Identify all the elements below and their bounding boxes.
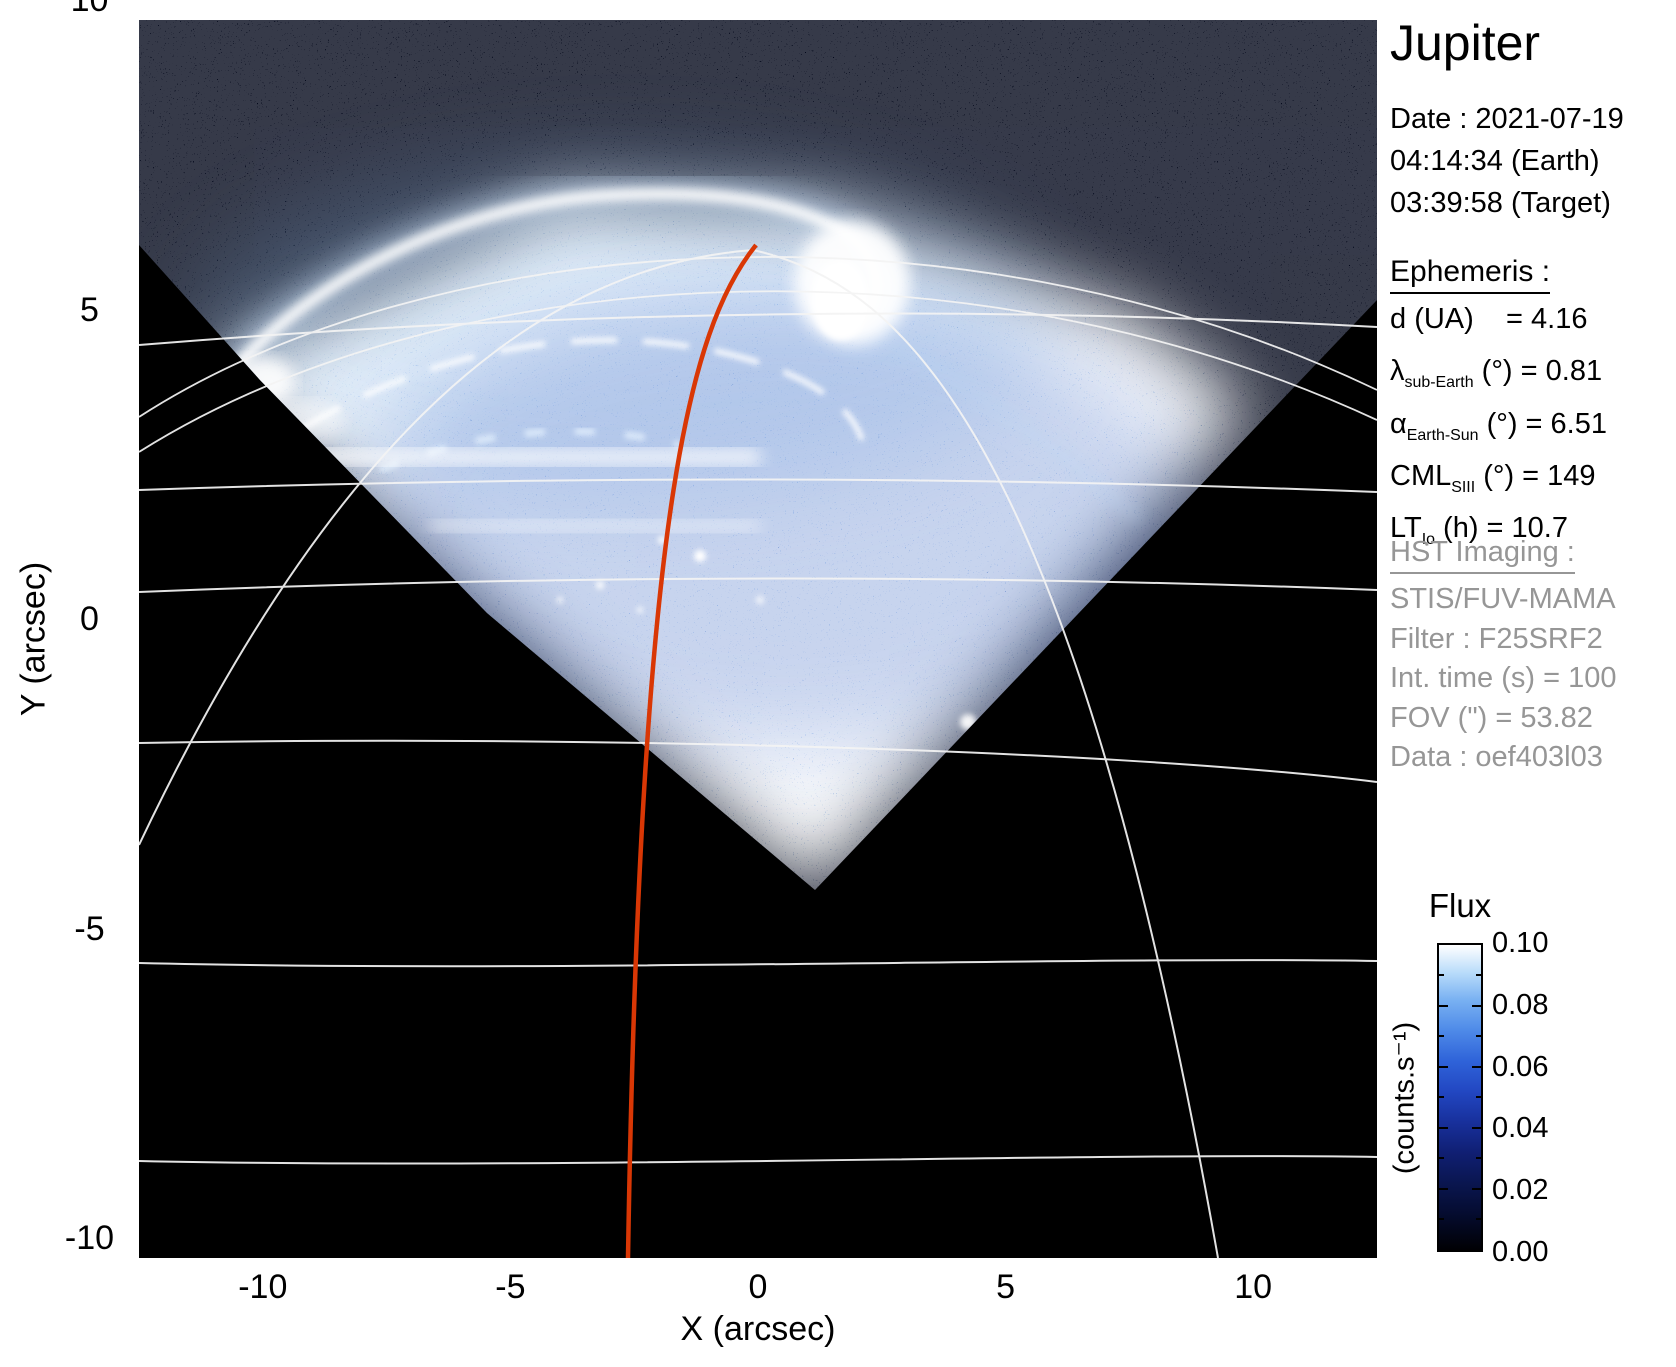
colorbar-ticks-marks [1439,974,1481,1220]
latitude-line [139,959,1377,968]
colorbar-tick-label: 0.04 [1492,1112,1549,1145]
ephemeris-heading: Ephemeris : [1390,255,1551,294]
ephemeris-row: αEarth-Sun (°) = 6.51 [1390,407,1607,444]
inner-auroral-arc [298,337,865,441]
meridian-line-left [139,249,754,846]
colorbar-tick-label: 0.06 [1492,1050,1549,1083]
ephemeris-table: d (UA) = 4.16 λsub-Earth (°) = 0.81 αEar… [1390,299,1607,560]
horizontal-smear-artifact [290,449,760,465]
date-line: Date : 2021-07-19 [1390,103,1624,135]
y-axis-ticks: 10 5 0 -5 -10 [64,0,115,1257]
x-tick-label: 10 [1234,1268,1273,1306]
latitude-line [139,739,1377,783]
hst-imaging-row: Data : oef403l03 [1390,741,1603,773]
planet-graticule [139,249,1377,1258]
latitude-line [139,577,1377,593]
meridian-line-right [752,249,1219,1258]
hst-imaging-heading: HST Imaging : [1390,536,1575,574]
latitude-line [139,312,1377,346]
colorbar-title: Flux [1428,887,1492,924]
limb-arc-inner [139,290,1377,453]
x-axis-ticks: -10 -5 0 5 10 [139,1268,1377,1307]
latitude-line [139,478,1377,493]
latitude-line [139,1155,1377,1165]
flux-colorbar [1437,943,1483,1252]
colorbar-tick-label: 0.10 [1492,927,1549,959]
limb-arc-outer [139,256,1377,418]
ephemeris-row: LTIo (h) = 10.7 [1390,512,1568,548]
colorbar-tick-labels: 0.10 0.08 0.06 0.04 0.02 0.00 [1492,928,1548,1267]
x-tick-label: 5 [996,1268,1016,1306]
x-axis-title: X (arcsec) [680,1310,836,1348]
x-tick-label: -10 [238,1268,288,1306]
observation-datetime: Date : 2021-07-19 04:14:34 (Earth) 03:39… [1390,98,1624,224]
x-tick-label: -5 [495,1268,526,1306]
hst-imaging-row: Int. time (s) = 100 [1390,662,1617,694]
ephemeris-row: λsub-Earth (°) = 0.81 [1390,355,1603,392]
y-axis-title: Y (arcsec) [14,561,53,717]
colorbar-unit-label: (counts.s⁻¹) [1388,1021,1421,1175]
ephemeris-row: d (UA) = 4.16 [1390,303,1588,335]
colorbar-tick-label: 0.00 [1492,1235,1549,1268]
ephemeris-row: CMLSIII (°) = 149 [1390,459,1596,496]
hst-imaging-table: STIS/FUV-MAMA Filter : F25SRF2 Int. time (… [1390,580,1616,778]
aurora-emission [190,160,1200,753]
page-title: Jupiter [1390,15,1541,71]
hst-imaging-row: FOV (") = 53.82 [1390,701,1593,734]
red-meridian-line [625,243,758,1258]
time-target: 03:39:58 (Target) [1390,187,1611,219]
x-tick-label: 0 [748,1268,768,1306]
hst-imaging-row: STIS/FUV-MAMA [1390,583,1616,615]
colorbar-tick-label: 0.02 [1492,1174,1549,1207]
time-earth: 04:14:34 (Earth) [1390,145,1600,177]
colorbar-tick-label: 0.08 [1492,988,1549,1021]
hst-imaging-row: Filter : F25SRF2 [1390,622,1603,655]
